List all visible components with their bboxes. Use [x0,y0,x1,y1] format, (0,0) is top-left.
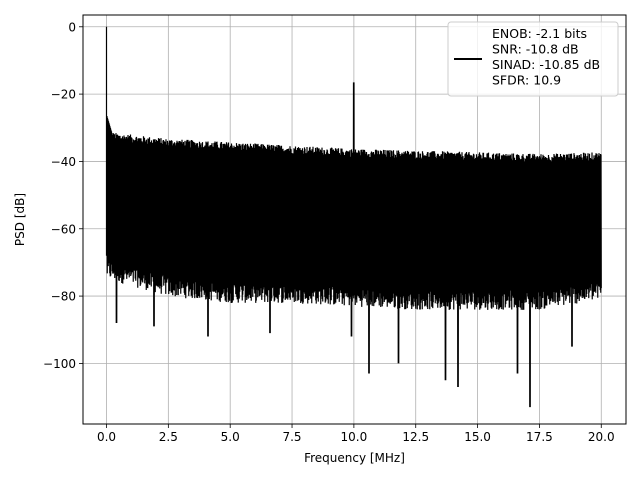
legend: ENOB: -2.1 bits SNR: -10.8 dB SINAD: -10… [447,21,619,97]
x-tick-label: 10.0 [341,430,368,444]
legend-entry-enob: ENOB: -2.1 bits [492,26,587,41]
legend-entry-sinad: SINAD: -10.85 dB [492,57,600,72]
y-tick-label: −80 [51,290,76,304]
y-tick-label: −60 [51,222,76,236]
x-axis-label: Frequency [MHz] [304,451,405,465]
y-tick-label: −100 [43,357,76,371]
x-axis-ticks: 0.0 2.5 5.0 7.5 10.0 12.5 15.0 17.5 20.0 [97,424,615,444]
x-tick-label: 12.5 [402,430,429,444]
x-tick-label: 7.5 [282,430,301,444]
x-tick-label: 15.0 [464,430,491,444]
x-tick-label: 5.0 [221,430,240,444]
y-tick-label: 0 [68,20,76,34]
legend-box [447,21,619,97]
y-axis-ticks: 0 −20 −40 −60 −80 −100 [43,20,83,371]
legend-entry-sfdr: SFDR: 10.9 [492,73,561,88]
x-tick-label: 2.5 [159,430,178,444]
y-axis-label: PSD [dB] [13,193,27,246]
x-tick-label: 20.0 [588,430,615,444]
psd-line [105,26,602,408]
y-tick-label: −20 [51,88,76,102]
psd-series [105,26,602,408]
legend-entry-snr: SNR: -10.8 dB [492,42,579,57]
axes-frame [82,14,627,425]
x-tick-label: 17.5 [526,430,553,444]
y-tick-label: −40 [51,155,76,169]
x-tick-label: 0.0 [97,430,116,444]
